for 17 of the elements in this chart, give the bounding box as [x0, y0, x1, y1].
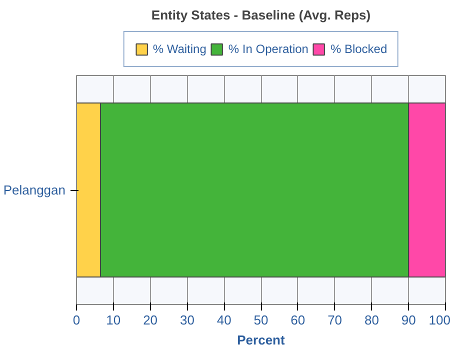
- x-tick-label: 50: [254, 312, 268, 328]
- x-tick-label: 0: [72, 312, 80, 328]
- x-tick-label: 70: [328, 312, 342, 328]
- y-tick-label: Pelanggan: [3, 182, 66, 198]
- x-tick-label: 10: [106, 312, 121, 328]
- x-tick-label: 90: [401, 312, 416, 328]
- x-tick-label: 40: [216, 312, 232, 328]
- x-tick-label: 80: [364, 312, 379, 328]
- x-tick-label: 20: [143, 312, 158, 328]
- x-axis-title: Percent: [237, 332, 286, 348]
- legend-label: % Waiting: [152, 42, 206, 56]
- legend-label: % Blocked: [330, 42, 388, 56]
- x-tick-label: 100: [428, 312, 451, 328]
- x-tick-label: 30: [180, 312, 194, 328]
- legend-label: % In Operation: [228, 42, 308, 56]
- chart-title: Entity States - Baseline (Avg. Reps): [151, 8, 371, 22]
- x-tick-label: 60: [290, 312, 306, 328]
